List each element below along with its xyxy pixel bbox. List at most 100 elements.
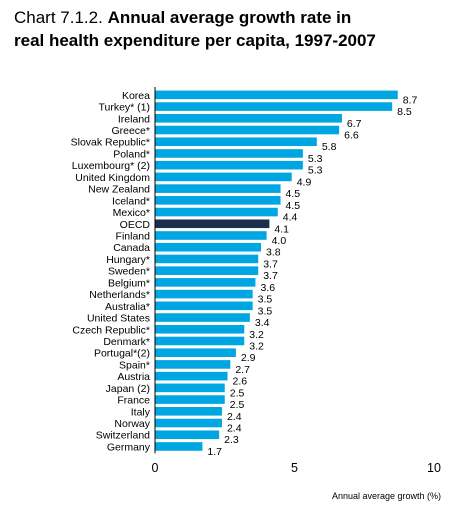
- bar: [155, 313, 250, 322]
- category-label: Ireland: [118, 113, 150, 125]
- bar: [155, 407, 222, 416]
- category-label: Denmark*: [103, 336, 150, 348]
- value-label: 4.4: [283, 212, 298, 224]
- category-label: Mexico*: [113, 207, 150, 219]
- category-label: Japan (2): [106, 383, 150, 395]
- category-label: Poland*: [113, 148, 150, 160]
- value-label: 2.9: [241, 352, 256, 364]
- bar: [155, 266, 259, 275]
- chart-title-line1: Annual average growth rate in: [107, 8, 352, 27]
- bar: [155, 102, 393, 111]
- value-label: 2.4: [227, 423, 242, 435]
- value-label: 5.8: [322, 141, 337, 153]
- value-label: 3.2: [249, 329, 264, 341]
- bar: [155, 137, 317, 147]
- bar: [155, 254, 259, 264]
- value-label: 3.6: [260, 282, 275, 294]
- category-label: France: [117, 395, 150, 407]
- bar: [155, 231, 267, 240]
- category-label: United Kingdom: [75, 172, 150, 184]
- value-label: 6.6: [344, 130, 359, 142]
- value-label: 8.7: [403, 94, 418, 106]
- chart-title-line2: real health expenditure per capita, 1997…: [14, 31, 376, 50]
- category-label: Slovak Republic*: [71, 137, 150, 149]
- value-label: 1.7: [207, 446, 222, 458]
- category-label: Netherlands*: [89, 289, 150, 301]
- category-label: Greece*: [111, 125, 150, 137]
- value-label: 4.0: [272, 235, 287, 247]
- category-label: Sweden*: [108, 266, 150, 278]
- value-label: 2.6: [233, 376, 248, 388]
- category-label: Italy: [131, 406, 151, 418]
- value-label: 4.9: [297, 176, 312, 188]
- value-label: 4.1: [274, 223, 289, 235]
- value-label: 6.7: [347, 118, 362, 130]
- x-axis-label: Annual average growth (%): [331, 491, 441, 501]
- bar: [155, 149, 303, 158]
- chart-title-prefix: Chart 7.1.2.: [14, 8, 103, 27]
- value-label: 2.5: [230, 399, 245, 411]
- chart-title: Chart 7.1.2. Annual average growth rate …: [14, 6, 454, 52]
- value-label: 2.5: [230, 387, 245, 399]
- category-label: Luxembourg* (2): [72, 160, 150, 172]
- value-label: 3.5: [258, 305, 273, 317]
- bar: [155, 242, 262, 252]
- category-label: Finland: [116, 231, 151, 243]
- value-label: 2.7: [235, 364, 250, 376]
- bar: [155, 278, 256, 287]
- bar: [155, 289, 253, 299]
- category-label: Belgium*: [108, 277, 150, 289]
- category-label: Canada: [113, 242, 150, 254]
- bar: [155, 395, 225, 404]
- category-label: Norway: [114, 418, 150, 430]
- category-label: Austria: [117, 371, 150, 383]
- bar: [155, 207, 278, 217]
- category-label: Spain*: [119, 359, 150, 371]
- x-tick-label: 0: [152, 461, 159, 475]
- value-label: 4.5: [286, 200, 301, 212]
- x-tick-label: 5: [291, 461, 298, 475]
- bar: [155, 324, 245, 334]
- category-label: Turkey* (1): [98, 102, 150, 114]
- category-label: Portugal*(2): [94, 348, 150, 360]
- category-label: Australia*: [105, 301, 150, 313]
- bar: [155, 360, 231, 369]
- value-label: 2.3: [224, 434, 239, 446]
- value-label: 3.4: [255, 317, 270, 329]
- category-label: Germany: [107, 441, 151, 453]
- value-label: 3.2: [249, 340, 264, 352]
- category-label: New Zealand: [88, 184, 150, 196]
- bar: [155, 219, 270, 229]
- bar: [155, 196, 281, 205]
- value-label: 2.4: [227, 411, 242, 423]
- bar: [155, 383, 225, 393]
- category-label: Czech Republic*: [72, 324, 150, 336]
- value-label: 5.3: [308, 165, 323, 177]
- bar: [155, 371, 228, 381]
- bar: [155, 430, 220, 440]
- value-label: 5.3: [308, 153, 323, 165]
- bar: [155, 336, 245, 346]
- x-tick-label: 10: [427, 461, 441, 475]
- value-label: 3.8: [266, 247, 281, 259]
- value-label: 3.7: [263, 270, 278, 282]
- value-label: 3.5: [258, 294, 273, 306]
- bar: [155, 114, 342, 123]
- category-label: Iceland*: [112, 195, 150, 207]
- bar: [155, 301, 253, 311]
- bar: [155, 160, 303, 170]
- bar: [155, 184, 281, 193]
- bar: [155, 418, 222, 428]
- category-label: Korea: [122, 90, 150, 102]
- bar: [155, 348, 236, 357]
- category-label: Switzerland: [96, 430, 150, 442]
- category-label: Hungary*: [106, 254, 150, 266]
- bar: [155, 172, 292, 182]
- bar: [155, 442, 203, 451]
- category-label: United States: [87, 313, 150, 325]
- category-label: OECD: [120, 219, 151, 231]
- bar: [155, 125, 340, 135]
- value-label: 4.5: [286, 188, 301, 200]
- value-label: 8.5: [397, 106, 412, 118]
